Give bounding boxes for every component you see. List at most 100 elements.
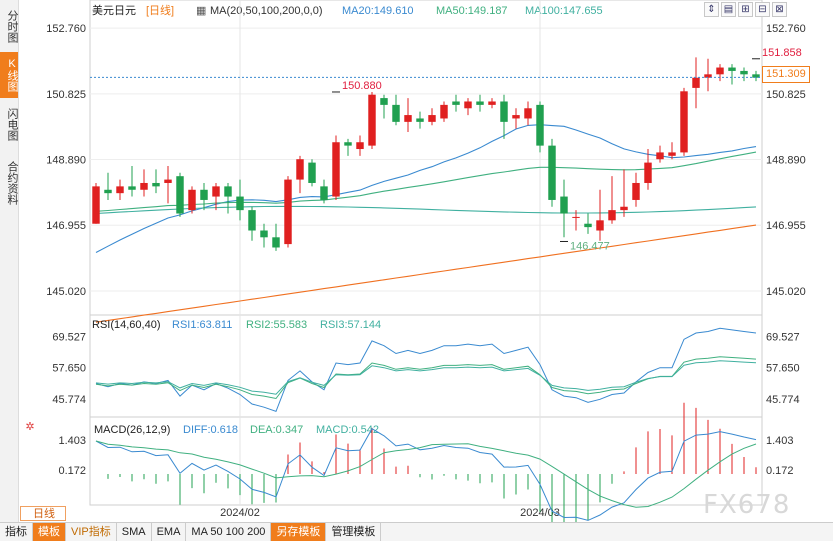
- period-selector[interactable]: 日线: [20, 506, 66, 521]
- y-tick-label-right: 152.760: [766, 23, 806, 35]
- candle-body: [704, 74, 712, 78]
- y-tick-label-left: 148.890: [46, 155, 86, 167]
- candle-body: [212, 186, 220, 197]
- chart-toolbar: ⇕ ▤ ⊞ ⊟ ⊠: [704, 2, 787, 17]
- candle-body: [440, 104, 448, 119]
- sma-button[interactable]: SMA: [117, 523, 152, 541]
- candle-body: [260, 230, 268, 238]
- zoom-in-icon[interactable]: ⊞: [738, 2, 753, 17]
- ma20-label: MA20:149.610: [342, 5, 414, 17]
- reset-icon[interactable]: ⊠: [772, 2, 787, 17]
- fit-icon[interactable]: ⇕: [704, 2, 719, 17]
- y-tick-label-right: 150.825: [766, 89, 806, 101]
- left-tab-bar: 分时图 K线图 闪电图 合约资料: [0, 0, 19, 522]
- indicator-button[interactable]: 指标: [0, 523, 33, 541]
- tab-contract-info[interactable]: 合约资料: [6, 161, 18, 205]
- candle-body: [536, 104, 544, 146]
- diff-label: DIFF:0.618: [183, 424, 238, 436]
- rsi-y-tick-left: 69.527: [52, 331, 86, 343]
- candle-body: [512, 115, 520, 119]
- candle-body: [572, 216, 580, 218]
- candle-body: [752, 74, 760, 78]
- y-tick-label-right: 148.890: [766, 155, 806, 167]
- rsi-title: RSI(14,60,40): [92, 319, 160, 331]
- candle-body: [548, 145, 556, 200]
- candle-body: [92, 186, 100, 224]
- y-tick-label-left: 145.020: [46, 286, 86, 298]
- candle-body: [188, 189, 196, 211]
- candle-body: [104, 189, 112, 194]
- candle-body: [116, 186, 124, 194]
- rsi3-line: [95, 360, 757, 395]
- tab-time-chart[interactable]: 分时图: [6, 9, 18, 43]
- ema-button[interactable]: EMA: [152, 523, 187, 541]
- candle-body: [500, 101, 508, 122]
- x-tick-label: 2024/03: [520, 507, 560, 519]
- macd-y-tick-right: 0.172: [766, 465, 794, 477]
- candle-body: [560, 196, 568, 214]
- candle-body: [632, 182, 640, 200]
- candle-body: [656, 152, 664, 160]
- candle-body: [344, 142, 352, 146]
- rsi-y-tick-left: 45.774: [52, 394, 86, 406]
- candle-body: [140, 182, 148, 190]
- macd-y-tick-left: 1.403: [58, 435, 86, 447]
- save-template-button[interactable]: 另存模板: [271, 523, 327, 541]
- manage-template-button[interactable]: 管理模板: [326, 523, 382, 541]
- candle-body: [392, 104, 400, 122]
- bottom-toolbar: 指标 模板 VIP指标 SMA EMA MA 50 100 200 另存模板 管…: [0, 522, 833, 541]
- candle-body: [524, 108, 532, 119]
- ma20-line: [95, 124, 757, 253]
- zoom-out-icon[interactable]: ⊟: [755, 2, 770, 17]
- candle-body: [320, 186, 328, 200]
- rsi3-label: RSI3:57.144: [320, 319, 381, 331]
- ma-preset-button[interactable]: MA 50 100 200: [186, 523, 272, 541]
- rsi1-line: [95, 327, 757, 413]
- candle-body: [128, 186, 136, 190]
- ma50-label: MA50:149.187: [436, 5, 508, 17]
- candle-body: [740, 70, 748, 75]
- candle-body: [668, 152, 676, 156]
- candle-body: [620, 206, 628, 211]
- candle-body: [728, 67, 736, 71]
- x-tick-label: 2024/02: [220, 507, 260, 519]
- rsi2-line: [95, 356, 757, 400]
- rsi-y-tick-right: 69.527: [766, 331, 800, 343]
- rsi-y-tick-left: 57.650: [52, 363, 86, 375]
- tab-flash-chart[interactable]: 闪电图: [6, 107, 18, 141]
- candle-body: [608, 210, 616, 221]
- rsi-y-tick-right: 45.774: [766, 394, 800, 406]
- candle-body: [404, 115, 412, 122]
- y-tick-label-left: 146.955: [46, 220, 86, 232]
- candle-body: [476, 101, 484, 105]
- candle-body: [368, 94, 376, 146]
- candle-body: [236, 196, 244, 211]
- candle-body: [332, 142, 340, 197]
- vip-indicator-button[interactable]: VIP指标: [66, 523, 117, 541]
- tab-k-line-chart[interactable]: K线图: [0, 52, 18, 98]
- dea-label: DEA:0.347: [250, 424, 303, 436]
- watermark-logo: FX678: [703, 490, 791, 520]
- y-tick-label-left: 152.760: [46, 23, 86, 35]
- candle-body: [152, 182, 160, 187]
- symbol-label: 美元日元: [92, 4, 136, 17]
- candle-body: [296, 159, 304, 180]
- candle-body: [356, 142, 364, 150]
- candle-body: [644, 162, 652, 183]
- rsi-y-tick-right: 57.650: [766, 363, 800, 375]
- candle-body: [164, 179, 172, 183]
- extreme-value-label: 151.858: [762, 47, 802, 59]
- period-tag: [日线]: [146, 3, 174, 17]
- rsi2-label: RSI2:55.583: [246, 319, 307, 331]
- candle-body: [224, 186, 232, 197]
- list-icon[interactable]: ▤: [721, 2, 736, 17]
- macd-y-tick-left: 0.172: [58, 465, 86, 477]
- candle-body: [716, 67, 724, 75]
- y-tick-label-left: 150.825: [46, 89, 86, 101]
- candle-body: [272, 237, 280, 248]
- y-tick-label-right: 146.955: [766, 220, 806, 232]
- candle-body: [176, 176, 184, 214]
- template-button[interactable]: 模板: [33, 523, 66, 541]
- macd-value-label: MACD:0.542: [316, 424, 379, 436]
- candle-body: [416, 118, 424, 122]
